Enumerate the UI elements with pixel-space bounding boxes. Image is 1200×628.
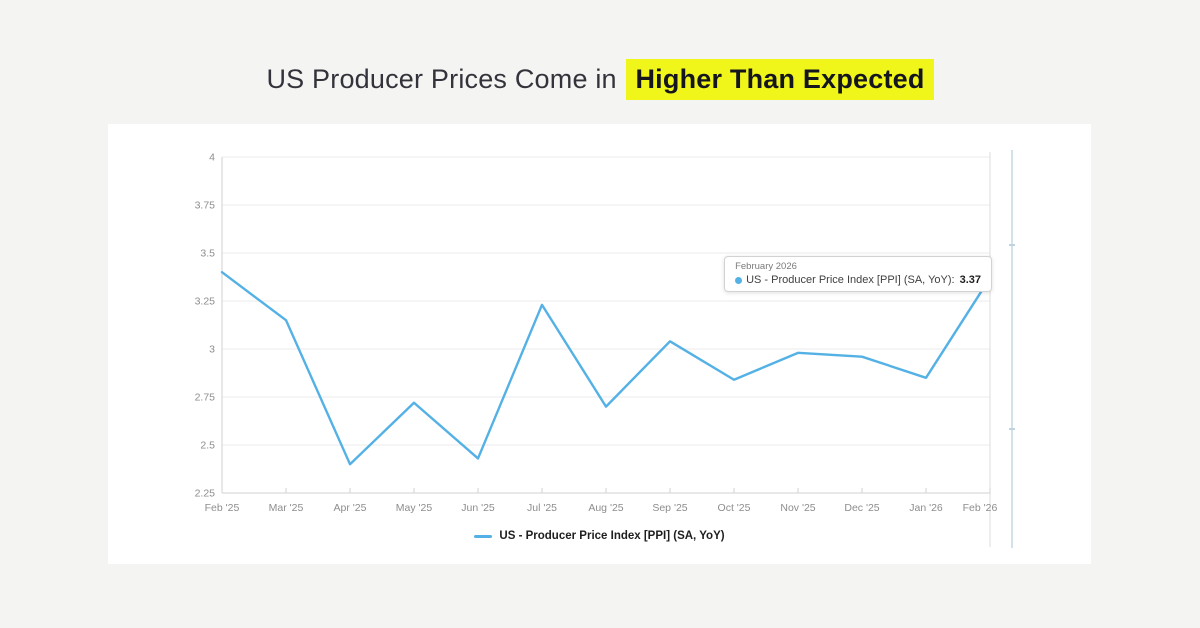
y-axis-label: 3.5 (200, 248, 215, 260)
tooltip-date: February 2026 (735, 261, 797, 272)
x-axis-label: Feb '25 (205, 502, 240, 514)
x-axis-label: Sep '25 (652, 502, 687, 514)
x-axis-label: May '25 (396, 502, 433, 514)
y-axis-label: 3.25 (195, 296, 216, 308)
x-axis-label: Jul '25 (527, 502, 557, 514)
x-axis-label: Jan '26 (909, 502, 943, 514)
x-axis-label: Mar '25 (269, 502, 304, 514)
tooltip-value: 3.37 (959, 274, 981, 286)
y-axis-label: 3.75 (195, 200, 216, 212)
page-title-highlight: Higher Than Expected (626, 59, 934, 100)
chart-side-scrollbar[interactable] (1009, 150, 1015, 548)
x-axis-label: Feb '26 (963, 502, 998, 514)
series-marker-dot-icon (735, 276, 743, 284)
x-axis-label: Oct '25 (718, 502, 751, 514)
legend-label: US - Producer Price Index [PPI] (SA, YoY… (499, 530, 725, 542)
ppi-line-chart[interactable]: 4 3.75 3.5 3.25 3 2.75 2.5 2.25 Feb '25 Mar '25 Ap… (108, 124, 1091, 564)
y-axis-label: 4 (209, 152, 215, 164)
scrollbar-notch (1009, 428, 1015, 430)
chart-tooltip: February 2026 US - Producer Price Index … (724, 256, 992, 292)
x-axis-label: Jun '25 (461, 502, 495, 514)
x-axis-label: Aug '25 (588, 502, 623, 514)
ppi-series-line[interactable] (220, 270, 992, 466)
y-axis-label: 2.25 (195, 488, 216, 500)
x-axis-label: Dec '25 (844, 502, 879, 514)
y-axis-label: 2.75 (195, 392, 216, 404)
y-axis-label: 3 (209, 344, 215, 356)
y-axis-label: 2.5 (200, 440, 215, 452)
legend-line-icon (474, 534, 493, 538)
x-axis-label: Nov '25 (780, 502, 815, 514)
chart-legend[interactable]: US - Producer Price Index [PPI] (SA, YoY… (108, 530, 1091, 542)
x-axis-label: Apr '25 (334, 502, 367, 514)
tooltip-series-label: US - Producer Price Index [PPI] (SA, YoY… (746, 274, 955, 286)
scrollbar-notch (1009, 244, 1015, 246)
chart-card: 4 3.75 3.5 3.25 3 2.75 2.5 2.25 Feb '25 Mar '25 Ap… (108, 124, 1091, 564)
page-title: US Producer Prices Come in Higher Than E… (0, 59, 1200, 100)
page-title-text: US Producer Prices Come in (266, 64, 617, 94)
